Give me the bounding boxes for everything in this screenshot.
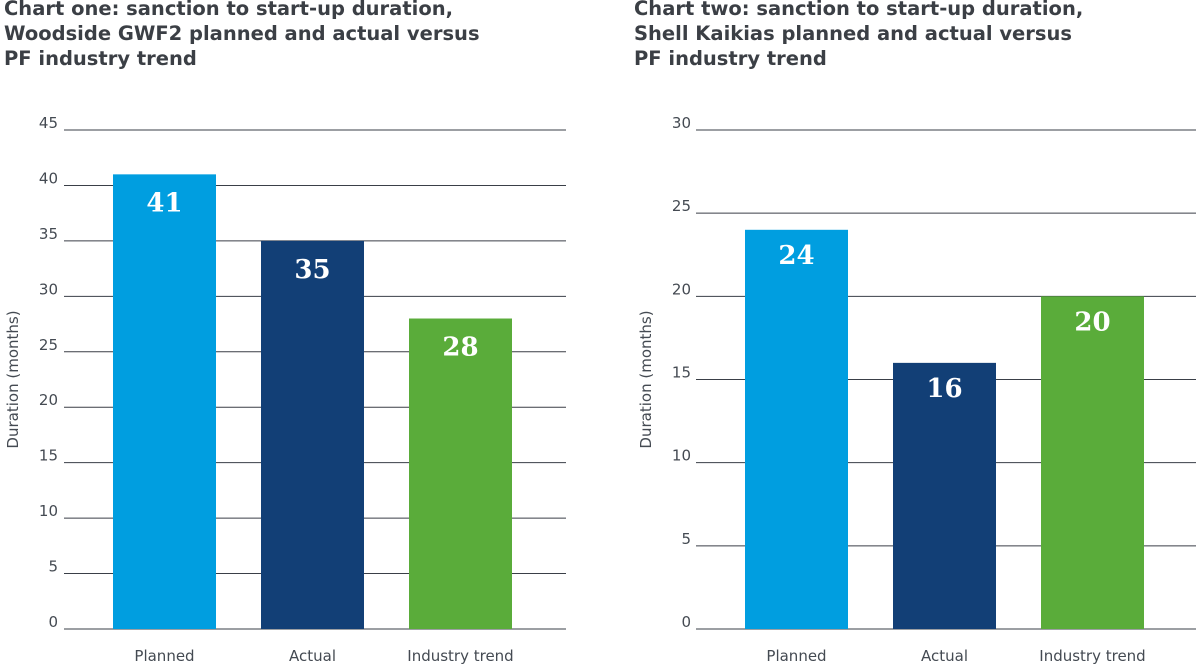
chart-two-category-label-actual: Actual — [921, 647, 968, 665]
chart-two-title: Chart two: sanction to start-up duration… — [634, 0, 1084, 70]
chart-two-value-label-industry-trend: 20 — [1074, 307, 1110, 337]
chart-two-category-label-industry-trend: Industry trend — [1039, 647, 1145, 665]
chart-two-y-tick-label: 5 — [681, 530, 691, 548]
chart-two-bar-planned — [745, 229, 848, 630]
chart-two-y-tick-label: 0 — [681, 613, 691, 631]
chart-one-y-tick-label: 30 — [39, 280, 58, 298]
chart-two-bar-industry-trend — [1041, 296, 1144, 629]
chart-one-value-label-actual: 35 — [294, 255, 330, 285]
chart-one-category-label-industry-trend: Industry trend — [407, 647, 513, 665]
chart-two-y-tick-label: 15 — [672, 364, 691, 382]
chart-one-bar-industry-trend — [409, 318, 512, 629]
chart-two-panel: Chart two: sanction to start-up duration… — [630, 0, 1200, 669]
chart-two-y-tick-label: 25 — [672, 197, 691, 215]
chart-one-category-label-planned: Planned — [134, 647, 194, 665]
chart-one-plot: 0 5 10 15 20 25 30 35 40 45 Duration (months) 41 Pla… — [4, 114, 566, 665]
chart-one-value-label-industry-trend: 28 — [442, 333, 478, 363]
chart-two-bar-actual — [893, 362, 996, 629]
chart-one-bar-actual — [261, 240, 364, 629]
chart-two-y-tick-label: 10 — [672, 447, 691, 465]
chart-two-plot: 0 5 10 15 20 25 30 Duration (months) 24 Planned 16… — [637, 114, 1196, 665]
chart-two-y-axis-title: Duration (months) — [637, 310, 655, 448]
chart-one-y-tick-label: 40 — [39, 169, 58, 187]
chart-one-y-tick-label: 20 — [39, 391, 58, 409]
chart-one-y-tick-label: 15 — [39, 447, 58, 465]
chart-one-y-axis-title: Duration (months) — [4, 310, 22, 448]
chart-two-category-label-planned: Planned — [766, 647, 826, 665]
chart-one-y-tick-label: 10 — [39, 502, 58, 520]
chart-one-value-label-planned: 41 — [146, 188, 182, 218]
chart-two-y-tick-label: 20 — [672, 280, 691, 298]
chart-two-value-label-actual: 16 — [926, 374, 962, 404]
chart-one-y-tick-label: 0 — [48, 613, 58, 631]
chart-one-bar-planned — [113, 174, 216, 629]
chart-two-value-label-planned: 24 — [778, 241, 814, 271]
chart-one-y-tick-label: 25 — [39, 336, 58, 354]
chart-one-y-tick-label: 45 — [39, 114, 58, 132]
chart-one-y-tick-label: 5 — [48, 558, 58, 576]
chart-one-title: Chart one: sanction to start-up duration… — [4, 0, 480, 70]
chart-one-y-tick-label: 35 — [39, 225, 58, 243]
chart-one-category-label-actual: Actual — [289, 647, 336, 665]
chart-one-panel: Chart one: sanction to start-up duration… — [0, 0, 590, 669]
chart-two-y-tick-label: 30 — [672, 114, 691, 132]
